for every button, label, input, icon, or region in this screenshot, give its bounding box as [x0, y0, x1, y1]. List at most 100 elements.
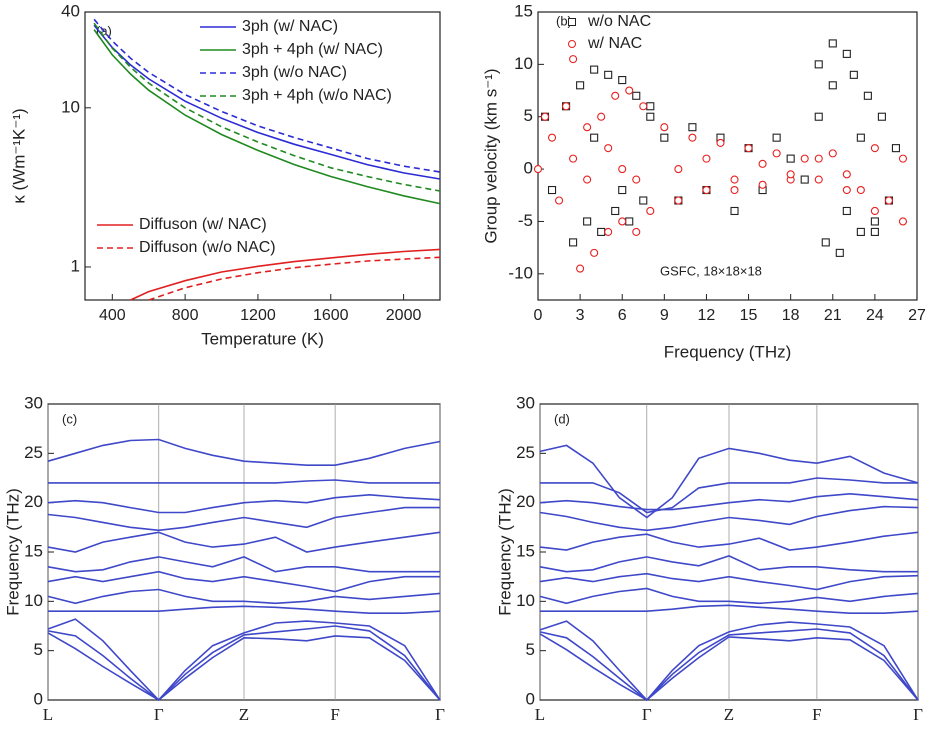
line — [539, 531, 919, 551]
point — [821, 238, 830, 247]
point — [632, 227, 641, 236]
point — [786, 154, 795, 163]
point — [758, 159, 767, 168]
point — [730, 185, 739, 195]
point — [828, 81, 837, 90]
y-tick-label: 30 — [24, 393, 43, 412]
point — [604, 144, 613, 153]
line — [539, 444, 919, 519]
line — [47, 531, 441, 553]
point — [772, 133, 781, 142]
point — [590, 133, 599, 142]
x-tick-label: 18 — [782, 307, 800, 324]
point — [611, 91, 620, 100]
legend-marker — [568, 40, 576, 48]
point — [702, 185, 711, 195]
point — [569, 238, 578, 247]
line — [48, 479, 440, 484]
point — [814, 175, 823, 184]
x-tick-label: 15 — [740, 307, 758, 324]
point — [533, 165, 543, 174]
point — [814, 60, 823, 69]
x-tick-label: 27 — [908, 307, 926, 324]
panel: 0 3 6 9 12 15 18 21 24 27 -10 -5 0 5 10 15 Frequency (TH… — [481, 1, 926, 361]
y-tick-label: 10 — [516, 591, 535, 610]
annotation: (d) — [554, 411, 570, 426]
point — [547, 185, 557, 195]
line — [47, 506, 440, 532]
point — [814, 154, 823, 163]
line — [47, 632, 441, 701]
line — [130, 248, 441, 301]
point — [870, 227, 879, 236]
x-tick-label: Γ — [642, 705, 652, 724]
line — [539, 505, 919, 532]
x-tick-label: 21 — [824, 307, 842, 324]
y-axis-label: Group velocity (km s⁻¹) — [481, 68, 500, 243]
point — [576, 81, 585, 90]
y-tick-label: 15 — [516, 541, 535, 560]
point — [625, 86, 634, 95]
y-tick-label: 40 — [61, 1, 80, 20]
line — [540, 477, 918, 514]
y-tick-label: 0 — [526, 689, 535, 708]
point — [870, 206, 879, 216]
point — [814, 112, 823, 121]
point — [835, 248, 844, 257]
y-tick-label: 5 — [524, 106, 533, 125]
point — [611, 206, 620, 216]
y-tick-label: 1 — [71, 256, 80, 275]
x-tick-label: F — [812, 705, 821, 724]
line — [148, 256, 441, 301]
y-tick-label: 10 — [514, 54, 533, 73]
point — [674, 196, 683, 205]
point — [618, 185, 627, 195]
point — [625, 217, 634, 226]
point — [569, 55, 578, 64]
point — [730, 206, 739, 216]
y-axis-label: Frequency (THz) — [495, 488, 514, 616]
annotation: (b) — [556, 13, 572, 28]
point — [877, 112, 886, 121]
x-tick-label: 24 — [866, 307, 884, 324]
point — [744, 144, 753, 153]
point — [800, 154, 809, 163]
point — [540, 112, 550, 121]
y-tick-label: 30 — [516, 393, 535, 412]
line — [48, 605, 441, 614]
point — [604, 227, 613, 236]
x-tick-label: 6 — [618, 307, 627, 324]
panel: L Γ Z F Γ 0 5 10 15 20 25 30 Frequency (THz) (d) — [495, 393, 923, 723]
point — [597, 227, 606, 236]
y-tick-label: 10 — [61, 97, 80, 116]
x-tick-label: 2000 — [386, 307, 422, 324]
line — [93, 24, 441, 180]
x-tick-label: 9 — [660, 307, 669, 324]
y-tick-label: 5 — [34, 640, 43, 659]
legend-label: 3ph (w/o NAC) — [242, 64, 347, 81]
x-tick-label: L — [535, 705, 545, 724]
point — [576, 264, 585, 273]
point — [842, 49, 851, 58]
y-tick-label: -5 — [518, 211, 533, 230]
panel: L Γ Z F Γ 0 5 10 15 20 25 30 Frequency (THz) (c) — [3, 393, 445, 723]
legend-label: 3ph (w/ NAC) — [242, 18, 338, 35]
y-tick-label: 15 — [24, 541, 43, 560]
y-axis-label: Frequency (THz) — [3, 488, 22, 616]
point — [772, 149, 781, 158]
line — [47, 625, 441, 702]
point — [863, 91, 872, 100]
point — [569, 154, 578, 163]
point — [688, 133, 697, 142]
legend-label: w/o NAC — [587, 13, 651, 30]
x-tick-label: Γ — [913, 705, 923, 724]
y-axis-label: κ (Wm⁻¹K⁻¹) — [9, 108, 28, 203]
x-tick-label: 800 — [172, 307, 199, 324]
point — [646, 112, 655, 121]
line — [47, 570, 440, 593]
legend-marker — [568, 18, 576, 26]
y-tick-label: 25 — [516, 443, 535, 462]
point — [646, 206, 655, 216]
point — [884, 196, 893, 205]
